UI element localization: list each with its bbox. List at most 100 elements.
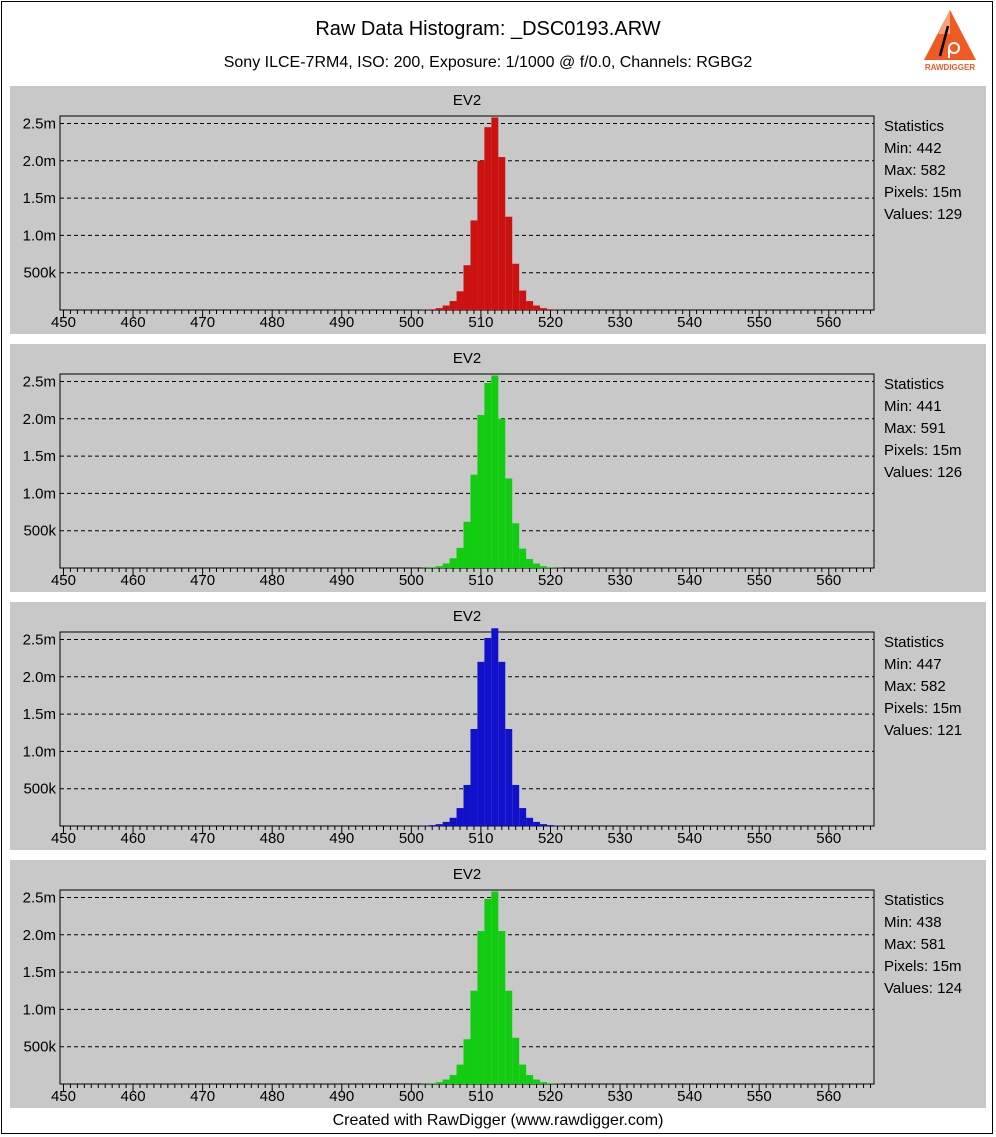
histogram-bar [435,824,443,826]
x-tick-label: 480 [260,1088,285,1105]
statistics-line: Min: 438 [884,914,942,931]
histogram-bar [540,824,548,826]
y-tick-label: 2.5m [23,373,56,390]
camera-info: Sony ILCE-7RM4, ISO: 200, Exposure: 1/10… [223,54,753,71]
x-tick-label: 450 [51,830,76,847]
x-tick-label: 470 [190,572,215,589]
histogram-bar [470,474,478,568]
histogram-bar [491,891,499,1084]
x-tick-label: 450 [51,314,76,331]
svg-text:RAWDIGGER: RAWDIGGER [925,63,975,72]
statistics-line: Statistics [884,376,944,393]
histogram-bar [526,1075,534,1084]
page-title: Raw Data Histogram: _DSC0193.ARW [315,18,661,40]
histogram-bar [463,265,471,310]
histogram-bar [498,418,506,568]
statistics-line: Pixels: 15m [884,958,962,975]
histogram-chart-blue: EV2 500k 1.0m 1.5m 2.0m 2.5m 450 460 470 480 490 50… [23,608,962,847]
statistics-line: Min: 447 [884,656,942,673]
histogram-bar [526,301,534,310]
x-tick-label: 540 [677,572,702,589]
y-tick-label: 2.0m [23,153,56,170]
statistics-line: Values: 126 [884,464,962,481]
histogram-bar [505,216,513,310]
x-tick-label: 550 [747,572,772,589]
y-tick-label: 500k [23,265,56,282]
x-tick-label: 540 [677,314,702,331]
histogram-bar [484,127,492,310]
x-tick-label: 530 [608,314,633,331]
x-tick-label: 460 [121,1088,146,1105]
x-tick-label: 490 [329,1088,354,1105]
statistics-line: Values: 121 [884,722,962,739]
histogram-bar [456,547,464,568]
histogram-bar [533,563,541,568]
histogram-bar [463,784,471,826]
x-tick-label: 540 [677,1088,702,1105]
histogram-bar [526,559,534,568]
x-tick-label: 540 [677,830,702,847]
x-tick-label: 560 [816,1088,841,1105]
statistics-line: Values: 124 [884,980,962,997]
histogram-bar [428,1083,436,1084]
histogram-chart-red: EV2 500k 1.0m 1.5m 2.0m 2.5m 450 460 470 480 490 50… [23,92,962,331]
footer-credit: Created with RawDigger (www.rawdigger.co… [332,1112,664,1129]
histogram-bar [442,821,450,826]
histogram-bar [477,931,485,1084]
histogram-bar [512,1037,520,1084]
x-tick-label: 450 [51,1088,76,1105]
x-tick-label: 560 [816,572,841,589]
histogram-bar [512,263,520,310]
histogram-bar [470,220,478,310]
histogram-chart-green2: EV2 500k 1.0m 1.5m 2.0m 2.5m 450 460 470 480 490 50… [23,866,962,1105]
y-tick-label: 1.0m [23,227,56,244]
x-tick-label: 510 [468,830,493,847]
histogram-bar [435,566,443,568]
statistics-line: Max: 581 [884,936,946,953]
histogram-bar [491,117,499,310]
histogram-bar [519,1064,527,1084]
statistics-line: Pixels: 15m [884,442,962,459]
x-tick-label: 520 [538,572,563,589]
statistics-line: Max: 582 [884,678,946,695]
x-tick-label: 550 [747,830,772,847]
y-tick-label: 2.0m [23,411,56,428]
x-tick-label: 470 [190,1088,215,1105]
histogram-bar [463,521,471,568]
histogram-bar [547,1083,554,1084]
histogram-bar [526,817,534,826]
x-tick-label: 480 [260,572,285,589]
statistics-line: Max: 582 [884,162,946,179]
statistics-line: Values: 129 [884,206,962,223]
histogram-bar [512,523,520,568]
x-tick-label: 530 [608,830,633,847]
histogram-bar [456,291,464,310]
histogram-bar [449,558,457,568]
histogram-bar [540,1082,548,1084]
x-tick-label: 550 [747,1088,772,1105]
histogram-bar [540,308,548,310]
histogram-bar [491,375,499,568]
statistics-line: Min: 442 [884,140,942,157]
histogram-bar [505,990,513,1084]
statistics-line: Min: 441 [884,398,942,415]
x-tick-label: 460 [121,314,146,331]
y-tick-label: 2.5m [23,631,56,648]
histogram-bar [484,382,492,568]
statistics-line: Statistics [884,634,944,651]
y-tick-label: 500k [23,781,56,798]
histogram-panel-green: EV2 500k 1.0m 1.5m 2.0m 2.5m 450 460 470 480 490 50… [10,344,986,592]
histogram-bar [533,821,541,826]
histogram-bar [442,305,450,310]
histogram-bar [547,825,554,826]
x-tick-label: 450 [51,572,76,589]
histogram-bar [533,1079,541,1084]
x-tick-label: 500 [399,1088,424,1105]
histogram-bar [519,290,527,310]
x-tick-label: 510 [468,314,493,331]
x-tick-label: 490 [329,314,354,331]
histogram-bar [540,566,548,568]
rawdigger-logo: RAWDIGGER [924,10,976,72]
x-tick-label: 550 [747,314,772,331]
histogram-bar [428,567,436,568]
